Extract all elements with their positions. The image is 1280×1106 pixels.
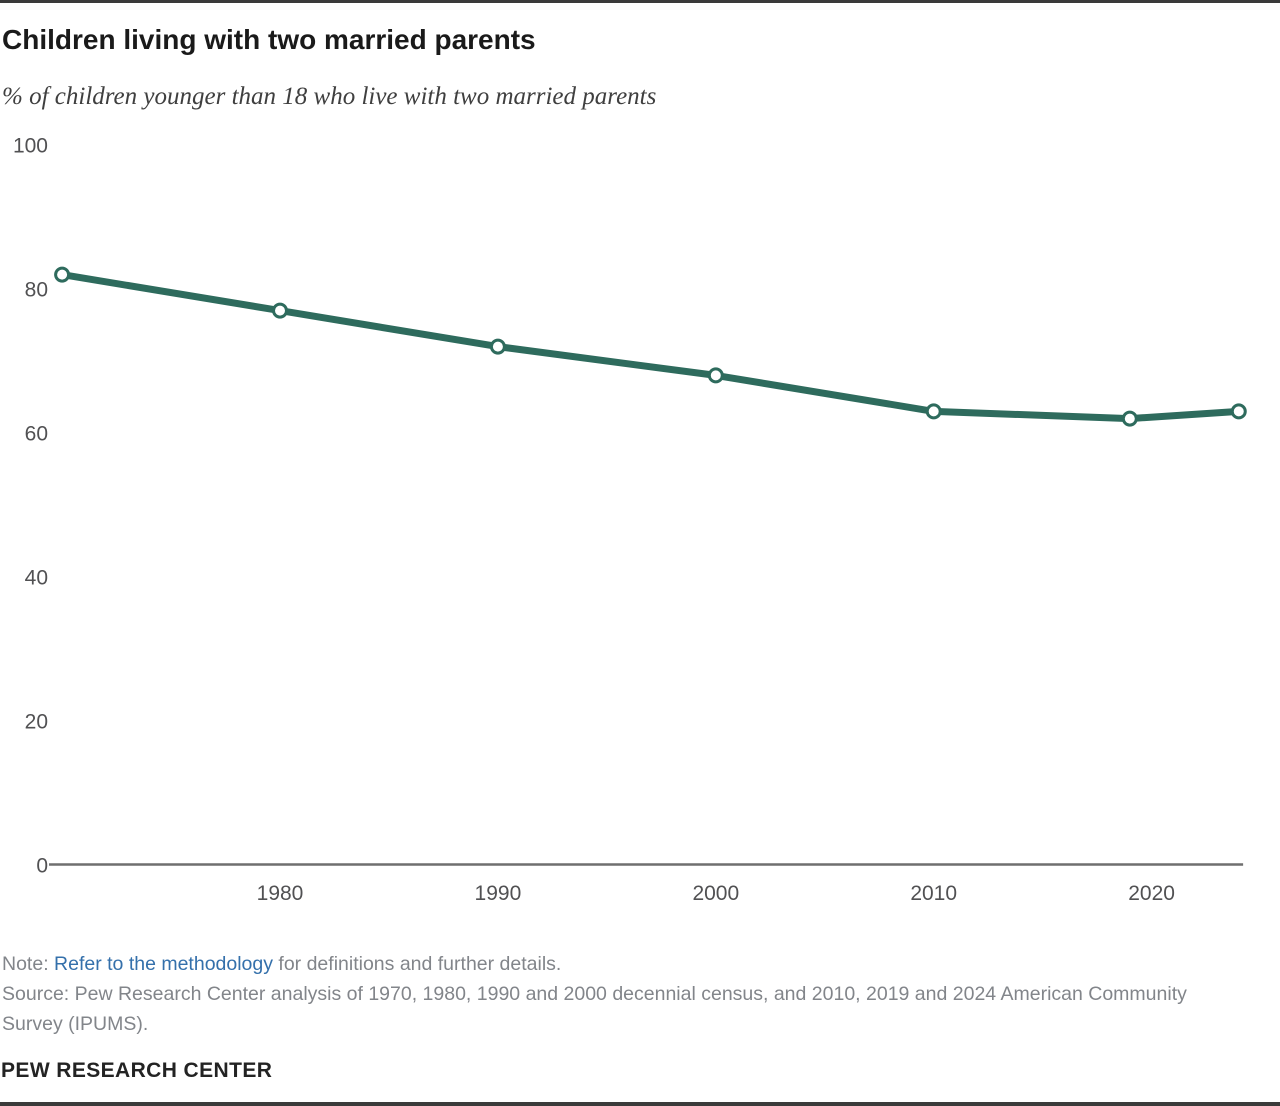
source-line: Source: Pew Research Center analysis of … xyxy=(2,983,1187,1035)
data-point-marker xyxy=(925,403,942,420)
y-tick-label: 60 xyxy=(25,423,48,446)
data-point-marker xyxy=(54,266,71,283)
y-tick-label: 0 xyxy=(36,855,48,878)
top-rule xyxy=(0,0,1280,3)
data-point-marker xyxy=(707,367,724,384)
trend-line xyxy=(61,271,1239,423)
bottom-rule xyxy=(0,1102,1280,1106)
y-tick-label: 20 xyxy=(25,711,48,734)
chart-subtitle: % of children younger than 18 who live w… xyxy=(2,83,657,110)
note-suffix: for definitions and further details. xyxy=(273,953,562,975)
y-tick-label: 80 xyxy=(25,279,48,302)
x-tick-label: 2010 xyxy=(910,882,957,905)
x-tick-label: 1990 xyxy=(475,882,522,905)
y-tick-label: 100 xyxy=(13,135,48,158)
data-point-marker xyxy=(489,338,506,355)
data-point-marker xyxy=(272,302,288,319)
note-line: Note: Refer to the methodology for defin… xyxy=(2,949,1207,979)
note-prefix: Note: xyxy=(2,953,55,975)
chart-title: Children living with two married parents xyxy=(2,24,536,55)
x-tick-label: 1980 xyxy=(257,882,304,905)
x-tick-label: 2000 xyxy=(692,882,739,905)
y-tick-label: 40 xyxy=(25,567,48,590)
chart-notes: Note: Refer to the methodology for defin… xyxy=(2,949,1207,1039)
y-axis-tick-labels: 0 20 40 60 80 100 xyxy=(13,135,48,878)
data-point-marker xyxy=(1121,410,1138,427)
data-point-marker xyxy=(1230,403,1247,420)
x-axis-tick-labels: 1980 1990 2000 2010 2020 xyxy=(257,882,1175,905)
methodology-link[interactable]: Refer to the methodology xyxy=(54,953,273,975)
x-tick-label: 2020 xyxy=(1128,882,1175,905)
pew-research-center-wordmark: PEW RESEARCH CENTER xyxy=(1,1059,273,1082)
